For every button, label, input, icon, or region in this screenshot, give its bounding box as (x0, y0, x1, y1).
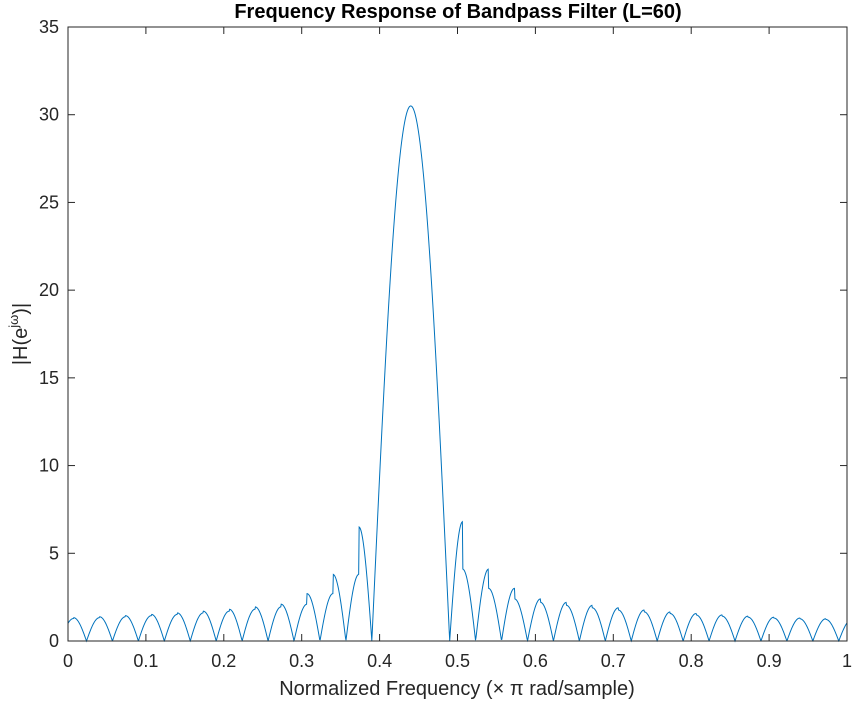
y-tick-label: 35 (39, 17, 59, 37)
x-tick-label: 0.9 (757, 651, 782, 671)
y-axis: 0 5 10 15 20 25 30 35 (39, 17, 847, 651)
plot-frame (67, 26, 848, 642)
y-axis-label-prefix: |H(e (10, 328, 32, 365)
x-tick-label: 0.8 (679, 651, 704, 671)
y-tick-label: 0 (49, 631, 59, 651)
y-tick-label: 25 (39, 192, 59, 212)
x-tick-label: 0.1 (133, 651, 158, 671)
x-axis-label: Normalized Frequency (× π rad/sample) (279, 678, 635, 700)
x-tick-label: 0.4 (367, 651, 392, 671)
y-axis-label: |H(ejω)| (6, 303, 32, 365)
x-axis: 0 0.1 0.2 0.3 0.4 0.5 0.6 0.7 0.8 0.9 1 (63, 27, 852, 671)
chart-title: Frequency Response of Bandpass Filter (L… (234, 1, 681, 23)
x-tick-label: 0.5 (445, 651, 470, 671)
x-tick-label: 0.2 (211, 651, 236, 671)
frequency-response-line (67, 105, 848, 643)
plot-area (68, 27, 847, 641)
y-axis-label-superscript: jω (6, 315, 21, 329)
y-tick-label: 30 (39, 105, 59, 125)
y-tick-label: 15 (39, 368, 59, 388)
x-tick-label: 0.7 (601, 651, 626, 671)
x-tick-label: 1 (842, 651, 852, 671)
y-tick-label: 10 (39, 456, 59, 476)
x-tick-label: 0.3 (289, 651, 314, 671)
x-tick-label: 0 (63, 651, 73, 671)
x-tick-label: 0.6 (523, 651, 548, 671)
y-tick-label: 5 (49, 543, 59, 563)
y-axis-label-suffix: )| (10, 303, 32, 315)
y-tick-label: 20 (39, 280, 59, 300)
